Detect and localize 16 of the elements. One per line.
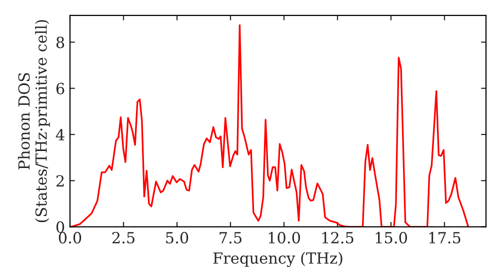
y-tick-label: 4 bbox=[56, 128, 64, 140]
x-tick-label: 5.0 bbox=[166, 232, 188, 244]
y-tick-label: 0 bbox=[56, 221, 64, 233]
y-tick-label: 2 bbox=[56, 175, 64, 186]
x-tick-label: 2.5 bbox=[112, 232, 134, 244]
y-axis-title: Phonon DOS (States/THz·primitive cell) bbox=[18, 20, 50, 222]
x-tick-label: 12.5 bbox=[322, 232, 354, 244]
x-tick-label: 10.0 bbox=[268, 232, 300, 244]
x-tick-label: 17.5 bbox=[429, 232, 460, 244]
x-tick-label: 0.0 bbox=[58, 232, 82, 244]
x-tick-label: 15.0 bbox=[376, 232, 407, 244]
line-series bbox=[70, 24, 470, 227]
x-axis-title: Frequency (THz) bbox=[213, 252, 342, 268]
x-tick-label: 7.5 bbox=[220, 232, 242, 244]
y-tick-label: 6 bbox=[56, 82, 64, 94]
y-tick-label: 8 bbox=[56, 36, 64, 48]
